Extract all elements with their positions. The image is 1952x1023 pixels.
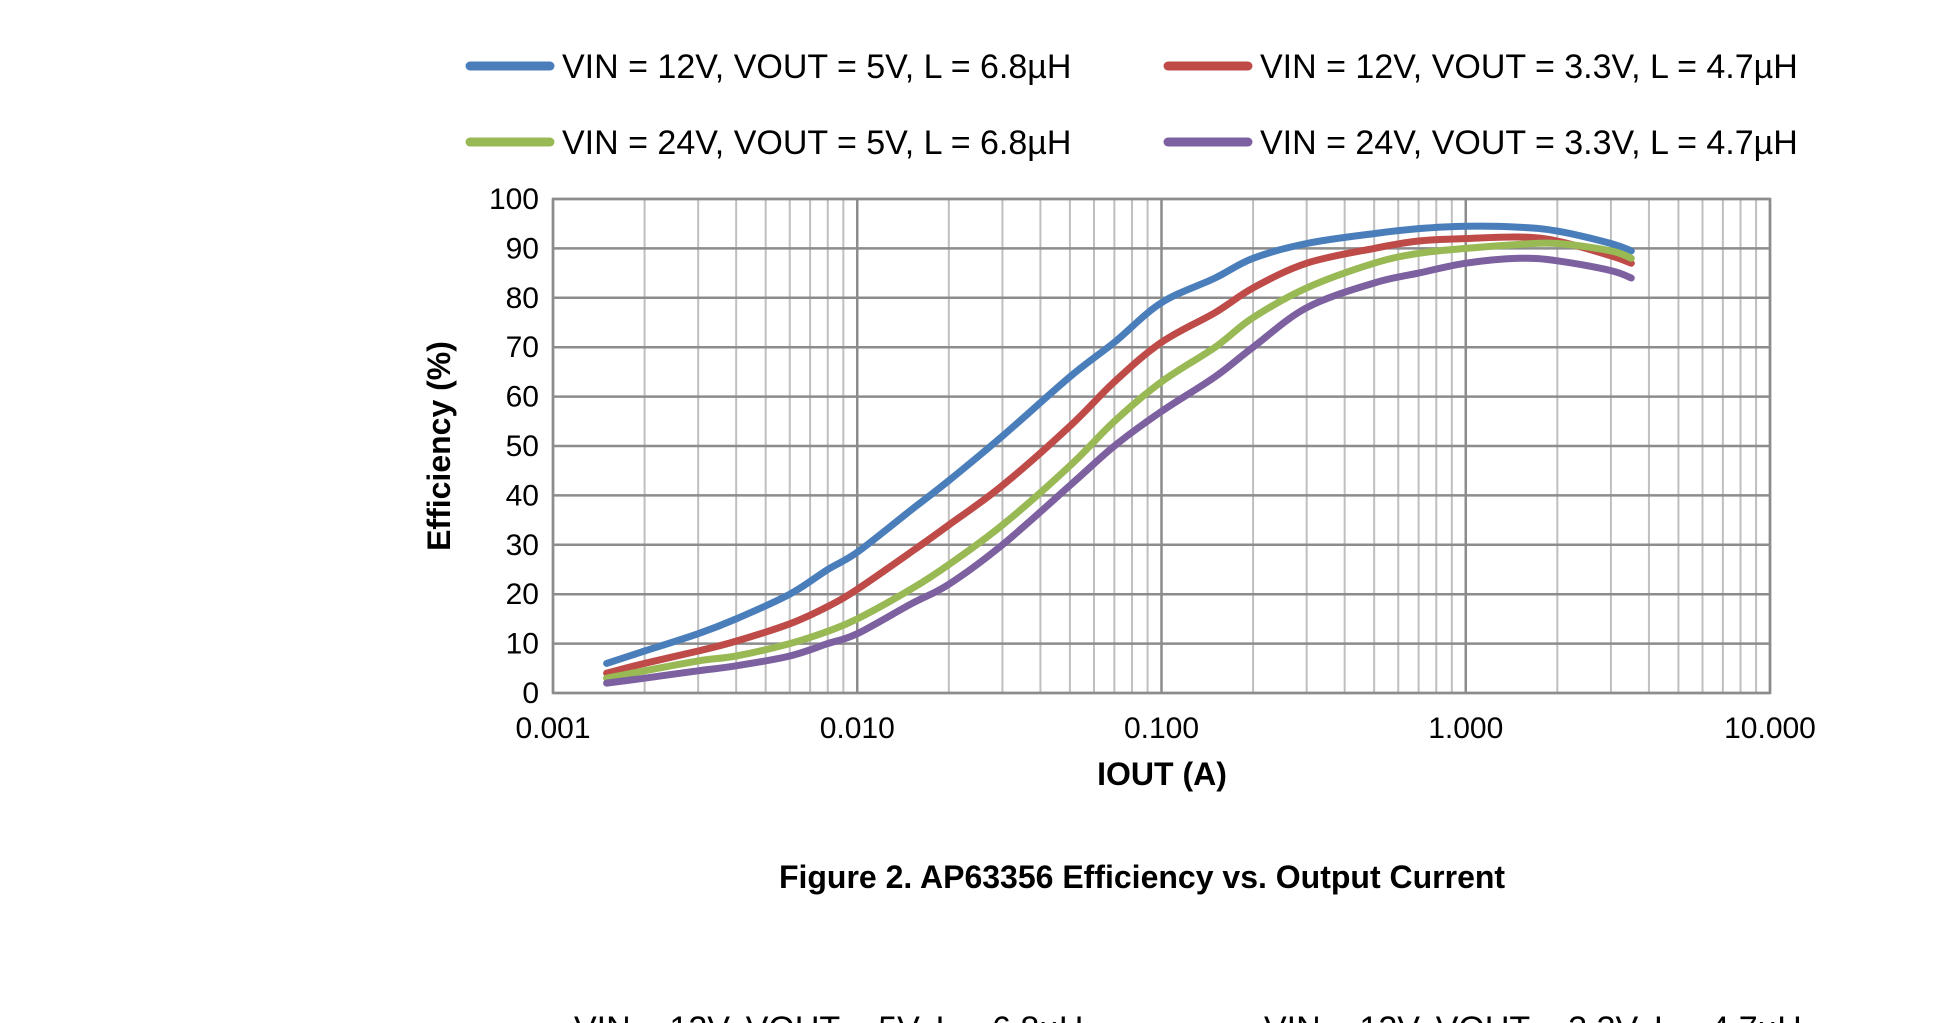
y-tick-label: 100 [489, 183, 539, 216]
legend-label-2: VIN = 12V, VOUT = 3.3V, L = 4.7µH [1260, 48, 1798, 86]
legend-label-4: VIN = 24V, VOUT = 3.3V, L = 4.7µH [1260, 124, 1798, 162]
x-tick-label: 10.000 [1724, 712, 1816, 745]
x-tick-label: 1.000 [1428, 712, 1503, 745]
x-tick-label: 0.001 [515, 712, 590, 745]
figure-caption: Figure 2. AP63356 Efficiency vs. Output … [779, 859, 1505, 895]
legend-label-1: VIN = 12V, VOUT = 5V, L = 6.8µH [562, 48, 1071, 86]
series-layer [603, 222, 1635, 687]
next-legend-label-2: VIN = 12V, VOUT = 3.3V, L = 4.7µH [1264, 1010, 1802, 1023]
y-tick-label: 50 [506, 430, 539, 463]
x-tick-label: 0.100 [1124, 712, 1199, 745]
y-tick-label: 20 [506, 578, 539, 611]
plot-area-border [551, 197, 1772, 695]
y-tick-label: 60 [506, 381, 539, 414]
y-tick-label: 40 [506, 479, 539, 512]
y-tick-label: 0 [522, 677, 539, 710]
y-axis-title: Efficiency (%) [421, 341, 457, 551]
series-line-3 [603, 239, 1635, 682]
y-tick-label: 10 [506, 628, 539, 661]
chart-legend: VIN = 12V, VOUT = 5V, L = 6.8µH VIN = 12V… [465, 48, 1798, 162]
x-axis-title: IOUT (A) [1097, 756, 1227, 792]
series-line-2 [603, 233, 1635, 677]
axis-ticks: 0 10 20 30 40 50 60 70 80 90 100 0.001 0.010 0.100 1.0… [489, 183, 1816, 745]
x-tick-label: 0.010 [820, 712, 895, 745]
next-figure-legend: VIN = 12V, VOUT = 5V, L = 6.8µH VIN = 12V… [574, 1010, 1802, 1023]
series-line-1 [603, 222, 1635, 667]
chart-grid [551, 197, 1772, 695]
next-legend-label-1: VIN = 12V, VOUT = 5V, L = 6.8µH [574, 1010, 1083, 1023]
y-tick-label: 90 [506, 232, 539, 265]
y-tick-label: 80 [506, 282, 539, 315]
series-line-4 [603, 254, 1635, 687]
y-tick-label: 30 [506, 529, 539, 562]
y-tick-label: 70 [506, 331, 539, 364]
legend-label-3: VIN = 24V, VOUT = 5V, L = 6.8µH [562, 124, 1071, 162]
